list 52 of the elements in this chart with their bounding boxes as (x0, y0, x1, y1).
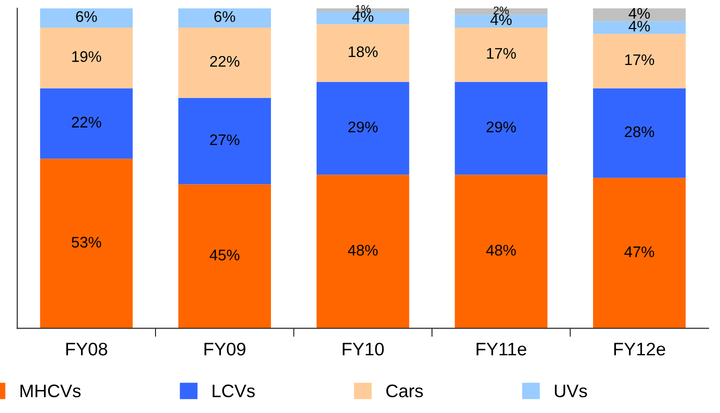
bar (316, 11, 410, 24)
x-tick-label: FY12e (614, 342, 666, 356)
data-label: 18% (348, 46, 378, 58)
bar (178, 8, 271, 28)
data-label: 22% (210, 56, 240, 67)
bar (316, 174, 410, 328)
bar (454, 14, 548, 28)
bar (316, 82, 410, 175)
bar (316, 24, 410, 82)
bar (40, 158, 133, 328)
data-label: 6% (214, 11, 236, 22)
data-label: 48% (486, 244, 516, 256)
legend-label: MHCVs (20, 384, 81, 398)
data-label: 47% (624, 246, 654, 258)
data-label: 4% (352, 11, 374, 22)
bar (178, 184, 271, 328)
bar (593, 178, 686, 328)
bar (454, 82, 548, 175)
x-tick-label: FY08 (66, 342, 108, 356)
bar (40, 8, 133, 28)
bar (178, 98, 271, 184)
data-label: 4% (490, 14, 512, 26)
data-label: 48% (348, 244, 378, 256)
data-label: 29% (486, 122, 516, 132)
legend-label: LCVs (212, 384, 255, 398)
bar (593, 34, 686, 88)
data-label: 45% (210, 250, 240, 260)
x-tick-label: FY11e (476, 342, 526, 356)
x-tick-label: FY10 (342, 342, 384, 356)
data-label: 22% (72, 116, 102, 128)
bar (593, 8, 686, 22)
x-tick-label: FY09 (204, 342, 246, 356)
data-label: 17% (486, 48, 516, 59)
bar (593, 88, 686, 178)
data-label: 53% (72, 236, 102, 248)
data-label: 4% (628, 20, 650, 32)
data-label: 17% (625, 54, 654, 66)
bar (178, 27, 271, 98)
legend-label: Cars (386, 384, 423, 398)
data-label: 19% (72, 51, 102, 62)
bar (40, 27, 133, 88)
data-label: 2% (494, 6, 509, 14)
bar (454, 174, 548, 328)
bar (593, 21, 686, 34)
data-label: 27% (210, 134, 240, 146)
legend-label: UVs (554, 384, 587, 398)
data-label: 29% (348, 122, 378, 132)
bar (454, 27, 548, 82)
data-label: 4% (628, 8, 650, 19)
data-label: 6% (76, 11, 97, 22)
bar (40, 88, 133, 159)
data-label: 28% (624, 126, 654, 138)
